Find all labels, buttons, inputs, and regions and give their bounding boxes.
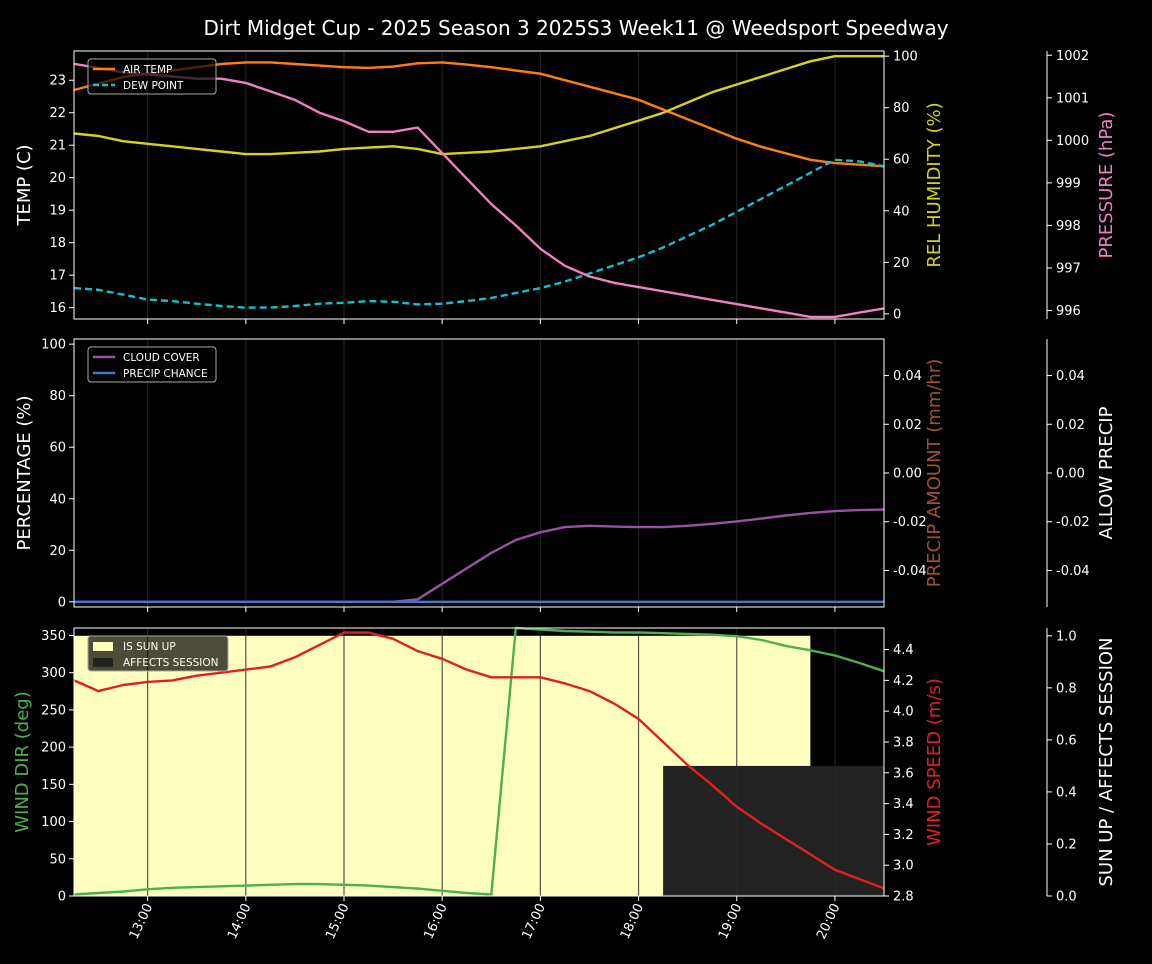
legend-entry: AIR TEMP <box>123 64 172 76</box>
series-line-dew-point <box>73 158 885 309</box>
y-tick-label-left: 17 <box>49 269 66 284</box>
y-tick-label-right: 3.8 <box>893 735 914 750</box>
y-tick-label-left: 20 <box>49 544 66 559</box>
y-tick-label-right2: 996 <box>1056 304 1081 319</box>
y-tick-label-left: 0 <box>58 595 66 610</box>
y-tick-label-right2: 0.8 <box>1056 681 1077 696</box>
y-tick-label-right2: 0.6 <box>1056 733 1077 748</box>
y-tick-label-right2: -0.04 <box>1056 564 1090 579</box>
panel-precip: 0 20 40 60 80 100 -0.04 -0.02 0.00 0.02 0.04 -0.04 -… <box>14 338 1117 612</box>
y-tick-label-left: 21 <box>49 139 66 154</box>
y-tick-label-right: 0.00 <box>893 467 922 482</box>
y-tick-label-right: 4.4 <box>893 643 914 658</box>
series-line-weather-right <box>73 55 884 156</box>
y-tick-label-right: 100 <box>893 50 918 65</box>
y-tick-label-left: 20 <box>49 171 66 186</box>
y-axis-label-left: WIND DIR (deg) <box>12 691 33 833</box>
legend-box <box>87 635 229 672</box>
y-tick-label-left: 50 <box>49 852 66 867</box>
y-tick-label-left: 350 <box>41 629 66 644</box>
y-tick-label-left: 16 <box>49 301 66 316</box>
y-tick-label-right2: 0.4 <box>1056 785 1077 800</box>
y-tick-label-left: 18 <box>49 236 66 251</box>
legend-entry: IS SUN UP <box>123 641 176 653</box>
axes-frame <box>73 50 885 320</box>
y-axis-label-right2: PRESSURE (hPa) <box>1096 112 1117 259</box>
y-tick-label-right2: 1002 <box>1056 49 1089 64</box>
y-tick-label-right: 4.2 <box>893 674 914 689</box>
legend: AIR TEMP DEW POINT <box>87 58 217 95</box>
y-axis-label-right2: SUN UP / AFFECTS SESSION <box>1096 637 1117 886</box>
y-axis-label-left: TEMP (C) <box>14 144 35 226</box>
panel-weather: 16 17 18 19 20 21 22 23 0 20 40 60 80 100 996 997 998 999… <box>14 49 1117 324</box>
y-tick-label-right: -0.02 <box>893 515 927 530</box>
y-tick-label-right2: 0.0 <box>1056 890 1077 905</box>
y-tick-label-right: 0 <box>893 307 901 322</box>
chart-title: Dirt Midget Cup - 2025 Season 3 2025S3 W… <box>203 16 948 40</box>
y-tick-label-right: 3.0 <box>893 859 914 874</box>
y-axis-label-right: PRECIP AMOUNT (mm/hr) <box>924 359 945 588</box>
legend: IS SUN UP AFFECTS SESSION <box>87 635 229 672</box>
y-tick-label-right2: 0.04 <box>1056 369 1085 384</box>
y-tick-label-right2: 0.00 <box>1056 467 1085 482</box>
y-tick-label-left: 200 <box>41 741 66 756</box>
y-tick-label-right2: 999 <box>1056 176 1081 191</box>
y-tick-label-right: 20 <box>893 256 910 271</box>
legend-entry: CLOUD COVER <box>123 352 200 364</box>
y-tick-label-left: 250 <box>41 703 66 718</box>
y-tick-label-right2: 0.2 <box>1056 837 1077 852</box>
y-tick-label-right2: 1000 <box>1056 134 1089 149</box>
y-tick-label-right: 4.0 <box>893 705 914 720</box>
y-tick-label-right: 2.8 <box>893 890 914 905</box>
legend: CLOUD COVER PRECIP CHANCE <box>87 346 217 383</box>
y-tick-label-left: 80 <box>49 389 66 404</box>
y-tick-label-left: 150 <box>41 778 66 793</box>
y-tick-label-right: 0.02 <box>893 418 922 433</box>
y-tick-label-right: 3.2 <box>893 828 914 843</box>
y-axis-label-right: WIND SPEED (m/s) <box>924 678 945 846</box>
series-line-wind-left <box>73 626 885 896</box>
y-tick-label-right: 3.6 <box>893 766 914 781</box>
y-tick-label-left: 23 <box>49 74 66 89</box>
y-tick-label-left: 100 <box>41 338 66 353</box>
panel-wind: 0 50 100 150 200 250 300 350 2.8 3.0 3.2 3.4 3.6 3.8 4… <box>12 626 1117 942</box>
y-tick-label-left: 40 <box>49 492 66 507</box>
legend-entry: PRECIP CHANCE <box>123 368 208 380</box>
y-tick-label-right2: -0.02 <box>1056 515 1090 530</box>
axes-frame <box>73 338 885 608</box>
legend-box <box>87 58 217 95</box>
series-line-wind-right <box>73 631 885 890</box>
legend-box <box>87 346 217 383</box>
y-tick-label-right: 3.4 <box>893 797 914 812</box>
y-tick-label-left: 300 <box>41 666 66 681</box>
y-tick-label-left: 60 <box>49 441 66 456</box>
y-tick-label-left: 22 <box>49 106 66 121</box>
axes-frame <box>73 627 885 897</box>
y-tick-label-right2: 0.02 <box>1056 418 1085 433</box>
legend-swatch <box>93 642 113 651</box>
y-tick-label-left: 0 <box>58 890 66 905</box>
y-tick-label-right: 60 <box>893 153 910 168</box>
legend-entry: AFFECTS SESSION <box>123 657 219 669</box>
y-axis-label-right2: ALLOW PRECIP <box>1096 406 1117 539</box>
y-axis-label-left: PERCENTAGE (%) <box>14 395 35 550</box>
y-tick-label-right: 40 <box>893 204 910 219</box>
y-tick-label-left: 100 <box>41 815 66 830</box>
y-tick-label-right2: 998 <box>1056 219 1081 234</box>
y-tick-label-right: -0.04 <box>893 564 927 579</box>
legend-swatch <box>93 658 113 667</box>
legend-entry: DEW POINT <box>123 80 184 92</box>
y-tick-label-left: 19 <box>49 204 66 219</box>
y-tick-label-right2: 1.0 <box>1056 629 1077 644</box>
y-tick-label-right2: 997 <box>1056 261 1081 276</box>
y-axis-label-right: REL HUMIDITY (%) <box>924 102 945 267</box>
y-tick-label-right: 80 <box>893 101 910 116</box>
y-tick-label-right: 0.04 <box>893 369 922 384</box>
y-tick-label-right2: 1001 <box>1056 91 1089 106</box>
